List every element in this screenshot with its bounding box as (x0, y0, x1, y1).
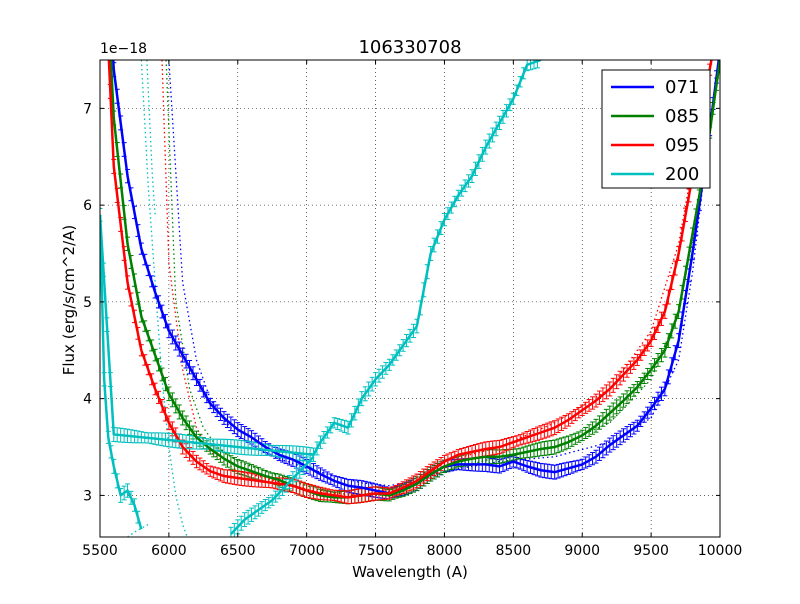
x-tick-label: 7500 (358, 543, 394, 559)
x-tick-label: 6500 (220, 543, 256, 559)
x-tick-label: 9500 (633, 543, 669, 559)
axis-ticks: 5500 6000 6500 7000 7500 8000 8500 9000 9500 1000… (82, 60, 742, 559)
x-tick-label: 8000 (427, 543, 463, 559)
chart-title: 106330708 (358, 37, 461, 58)
series-line (229, 455, 315, 535)
legend-label: 071 (665, 77, 699, 98)
series-line (100, 214, 143, 530)
series-line (107, 60, 713, 499)
legend-label: 095 (665, 135, 699, 156)
x-tick-label: 7000 (289, 543, 325, 559)
y-tick-label: 3 (83, 488, 92, 504)
series-line (100, 60, 542, 457)
y-axis-label: Flux (erg/s/cm^2/A) (60, 225, 78, 376)
x-tick-label: 9000 (564, 543, 600, 559)
legend-label: 085 (665, 106, 699, 127)
x-tick-label: 6000 (151, 543, 187, 559)
y-tick-label: 4 (83, 392, 92, 408)
legend-label: 200 (665, 164, 699, 185)
x-tick-label: 8500 (496, 543, 532, 559)
model-curve (127, 523, 149, 537)
y-tick-label: 5 (83, 295, 92, 311)
y-scale-label: 1e−18 (100, 41, 147, 57)
x-tick-label: 5500 (82, 543, 118, 559)
x-tick-label: 10000 (698, 543, 743, 559)
y-tick-label: 7 (83, 101, 92, 117)
plot-frame (99, 59, 721, 538)
x-axis-label: Wavelength (A) (352, 563, 468, 581)
legend: 071 085 095 200 (601, 69, 711, 189)
legend-box (601, 69, 711, 189)
y-tick-label: 6 (83, 198, 92, 214)
model-curve (146, 60, 156, 215)
series-lines (100, 60, 720, 535)
